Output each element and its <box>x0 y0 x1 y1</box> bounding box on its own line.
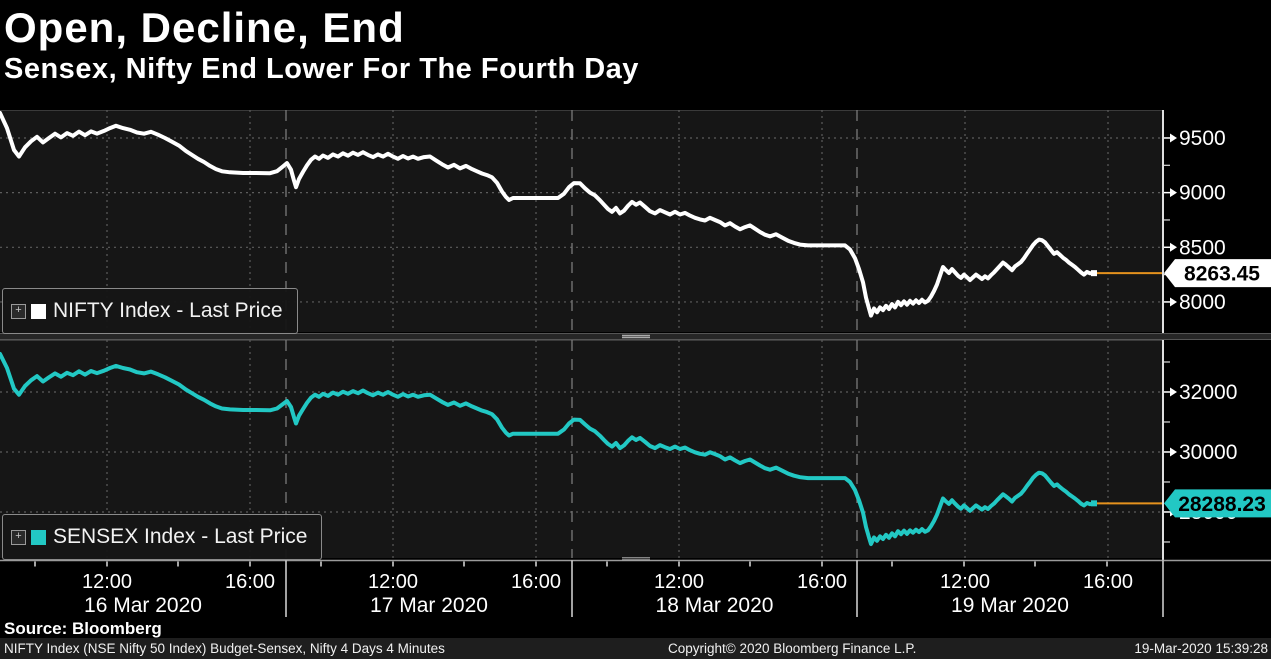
date-label: 19 Mar 2020 <box>951 594 1069 617</box>
source-label: Source: Bloomberg <box>4 619 162 638</box>
axis-tick-arrow-icon <box>1170 188 1177 198</box>
last-price-value: 8263.45 <box>1184 263 1260 286</box>
nifty-line <box>0 111 1096 318</box>
axis-tick-arrow-icon <box>1170 297 1177 307</box>
date-label: 18 Mar 2020 <box>656 594 774 617</box>
axis-tick-arrow-icon <box>1170 387 1177 397</box>
date-label: 17 Mar 2020 <box>370 594 488 617</box>
time-label: 12:00 <box>940 571 990 593</box>
y-axis-label: 8500 <box>1179 236 1226 259</box>
nifty-last-price-badge <box>1164 259 1271 288</box>
y-axis-label: 30000 <box>1179 441 1237 464</box>
series-end-marker <box>1091 270 1097 277</box>
time-label: 12:00 <box>82 571 132 593</box>
sensex-color-chip <box>31 529 46 545</box>
axis-tick-arrow-icon <box>1170 133 1177 143</box>
date-label: 16 Mar 2020 <box>84 594 202 617</box>
time-label: 12:00 <box>368 571 418 593</box>
time-label: 16:00 <box>1083 571 1133 593</box>
page-subtitle: Sensex, Nifty End Lower For The Fourth D… <box>4 53 639 86</box>
expand-icon[interactable]: + <box>11 529 26 545</box>
sensex-last-price-badge <box>1164 489 1271 518</box>
legend-nifty[interactable]: + NIFTY Index - Last Price <box>2 288 298 334</box>
time-label: 12:00 <box>654 571 704 593</box>
time-label: 16:00 <box>511 571 561 593</box>
page-title: Open, Decline, End <box>4 4 405 51</box>
expand-icon[interactable]: + <box>11 303 26 319</box>
time-label: 16:00 <box>225 571 275 593</box>
copyright-text: Copyright© 2020 Bloomberg Finance L.P. <box>668 641 917 656</box>
footer-strip: NIFTY Index (NSE Nifty 50 Index) Budget-… <box>0 638 1271 659</box>
axis-tick-arrow-icon <box>1170 242 1177 252</box>
panel-divider[interactable] <box>0 333 1271 340</box>
axis-tick-arrow-icon <box>1170 447 1177 457</box>
legend-nifty-label: NIFTY Index - Last Price <box>53 299 283 322</box>
y-axis-label: 8000 <box>1179 291 1226 314</box>
time-label: 16:00 <box>797 571 847 593</box>
y-axis-label: 9000 <box>1179 182 1226 205</box>
timestamp: 19-Mar-2020 15:39:28 <box>1134 641 1268 656</box>
title-block: Open, Decline, End Sensex, Nifty End Low… <box>4 4 639 86</box>
legend-sensex-label: SENSEX Index - Last Price <box>53 525 308 548</box>
nifty-color-chip <box>31 303 46 319</box>
last-price-value: 28288.23 <box>1178 493 1266 516</box>
y-axis-label: 32000 <box>1179 381 1237 404</box>
sensex-line <box>0 351 1096 547</box>
series-end-marker <box>1091 500 1097 507</box>
chart-description: NIFTY Index (NSE Nifty 50 Index) Budget-… <box>4 641 445 656</box>
y-axis-label: 9500 <box>1179 127 1226 150</box>
legend-sensex[interactable]: + SENSEX Index - Last Price <box>2 514 323 560</box>
